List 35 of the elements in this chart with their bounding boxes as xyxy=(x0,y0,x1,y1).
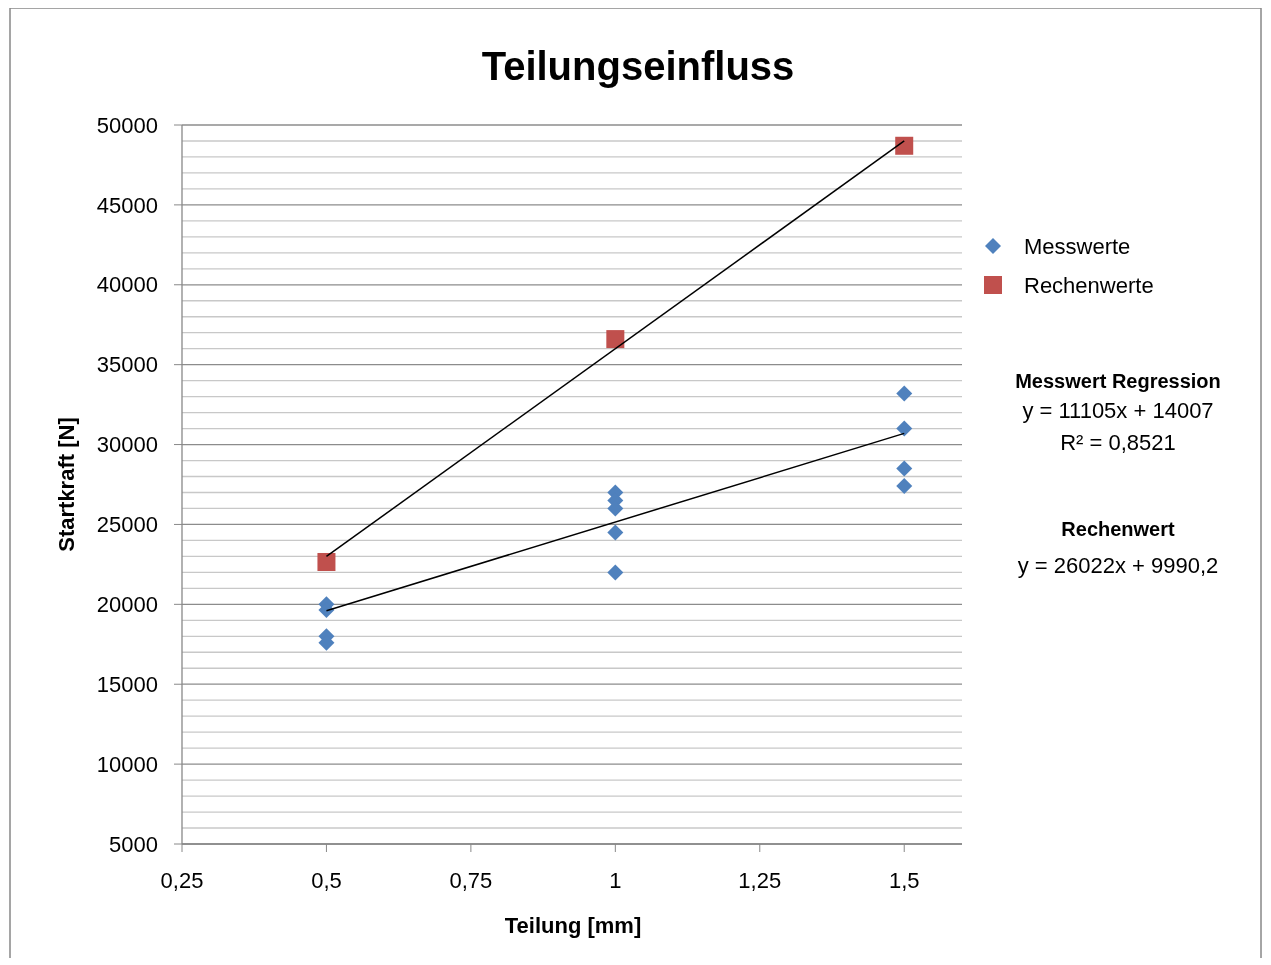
y-tick-label: 15000 xyxy=(96,671,158,697)
y-tick-label: 35000 xyxy=(96,352,158,378)
text: Messwert Regression xyxy=(1015,370,1221,392)
y-tick-label: 40000 xyxy=(96,272,158,298)
legend-label: Messwerte xyxy=(1024,233,1131,259)
y-tick-label: 45000 xyxy=(96,192,158,218)
text: y = 11105x + 14007 xyxy=(1022,398,1214,423)
point xyxy=(896,420,913,437)
x-tick-label: 1,5 xyxy=(888,868,920,893)
point xyxy=(606,330,625,349)
point xyxy=(896,460,913,477)
y-tick-label: 20000 xyxy=(96,592,158,618)
y-tick-label: 10000 xyxy=(96,751,158,777)
point xyxy=(896,478,913,495)
point xyxy=(317,552,336,571)
y-tick-label: 50000 xyxy=(96,112,158,138)
point xyxy=(895,136,914,155)
x-tick-label: 0,25 xyxy=(160,868,204,893)
text: R² = 0,8521 xyxy=(1060,430,1176,455)
legend-label: Rechenwerte xyxy=(1024,272,1154,298)
x-axis-title: Teilung [mm] xyxy=(504,913,642,938)
y-tick-label: 30000 xyxy=(96,432,158,458)
point xyxy=(607,564,624,581)
point xyxy=(607,524,624,541)
x-tick-label: 0,5 xyxy=(311,868,342,893)
y-tick-label: 25000 xyxy=(96,512,158,538)
text: Rechenwert xyxy=(1061,518,1176,540)
text: y = 26022x + 9990,2 xyxy=(1017,553,1219,578)
y-tick-label: 5000 xyxy=(109,831,158,857)
x-tick-label: 1,25 xyxy=(738,868,782,893)
point xyxy=(896,385,913,402)
chart-title: Teilungseinfluss xyxy=(481,44,795,88)
x-tick-label: 0,75 xyxy=(449,868,493,893)
y-axis-title: Startkraft [N] xyxy=(54,417,79,552)
x-tick-label: 1 xyxy=(609,868,622,893)
